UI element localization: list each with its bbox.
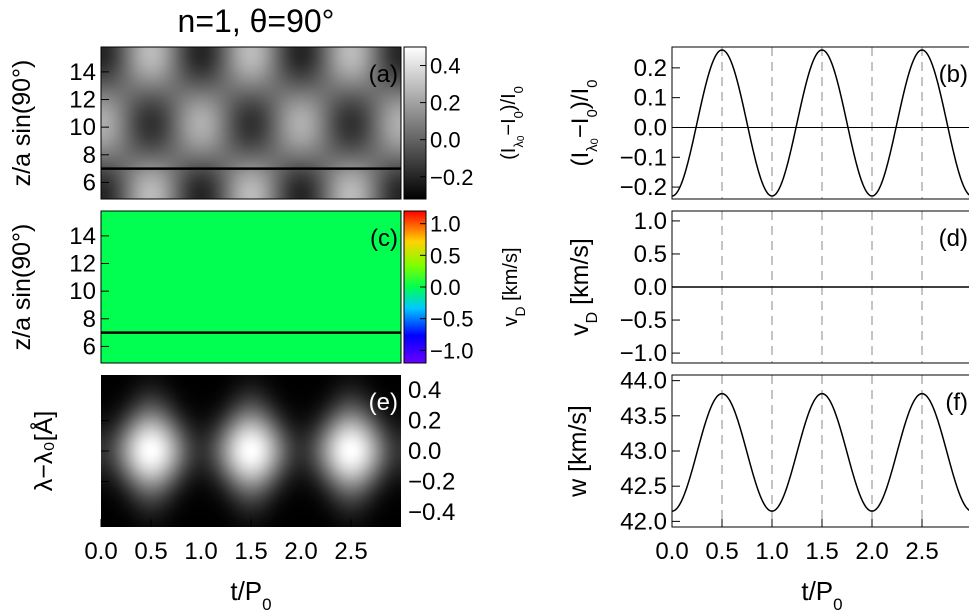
frame-b	[671, 46, 969, 200]
ytick-label-d: 0.0	[634, 274, 667, 301]
xtick-label: 0.5	[134, 538, 167, 565]
vlines-b	[721, 47, 923, 199]
figure-title: n=1, θ=90°	[178, 3, 335, 39]
ytick-label-e: −0.4	[408, 499, 455, 526]
colorbar-label-c: vD [km/s]	[500, 247, 528, 326]
ytick-label-e: 0.0	[408, 438, 441, 465]
ytick-label-f: 43.0	[620, 438, 667, 465]
colorbar-label-a: (Iλ0−I0)/I0	[498, 86, 527, 160]
ytick-label-c: 8	[83, 306, 96, 333]
ytick-label-c: 12	[69, 251, 96, 278]
xaxis-right: 0.0 0.5 1.0 1.5 2.0 2.5	[655, 519, 939, 565]
ytick-label-b: −0.2	[620, 174, 667, 201]
colorbar-tick-label-c: −0.5	[430, 307, 473, 332]
ytick-label-a: 12	[69, 87, 96, 114]
yticks-f: 44.0 43.5 43.0 42.5 42.0	[620, 368, 680, 535]
ytick-label-c: 10	[69, 278, 96, 305]
xtick-label: 1.5	[805, 538, 838, 565]
colorbar-tick-label-c: 0.5	[430, 243, 461, 268]
ylabel-f: w [km/s]	[564, 405, 592, 498]
colorbar-tick-label-c: 0.0	[430, 275, 461, 300]
ytick-label-e: 0.2	[408, 408, 441, 435]
xlabel-right: t/P0	[801, 576, 842, 614]
ytick-label-b: 0.2	[634, 55, 667, 82]
xtick-label: 2.0	[855, 538, 888, 565]
ytick-label-f: 44.0	[620, 368, 667, 395]
colorbar-tick-label-c: −1.0	[430, 338, 473, 363]
ytick-label-b: 0.1	[634, 85, 667, 112]
xtick-label: 0.5	[705, 538, 738, 565]
heatmap-e	[101, 375, 401, 527]
ylabel-b: (Iλ0−I0)/I0	[567, 80, 601, 167]
ytick-label-c: 14	[69, 223, 96, 250]
colorbar-ticks-c: 1.0 0.5 0.0 −0.5 −1.0	[420, 212, 473, 363]
yticks-d: 1.0 0.5 0.0 −0.5 −1.0	[620, 208, 680, 367]
xaxis-left: 0.0 0.5 1.0 1.5 2.0 2.5	[84, 519, 368, 565]
series-line-f	[671, 392, 969, 512]
ylabel-d: vD [km/s]	[566, 238, 601, 336]
ytick-label-a: 10	[69, 114, 96, 141]
ytick-label-f: 42.0	[620, 508, 667, 535]
colorbar-tick-label-a: −0.2	[430, 165, 473, 190]
ytick-label-a: 8	[83, 142, 96, 169]
xtick-label: 2.5	[905, 538, 938, 565]
ytick-label-d: 0.5	[634, 241, 667, 268]
frame-a	[100, 46, 402, 200]
panel-label-d: (d)	[939, 225, 968, 252]
colorbar-tick-label-a: 0.4	[430, 54, 461, 79]
colorbar-tick-label-a: 0.2	[430, 91, 461, 116]
series-line-b	[671, 49, 969, 197]
colorbar-ticks-a: 0.4 0.2 0.0 −0.2	[420, 54, 473, 190]
ylabel-c: z/a sin(90°)	[8, 224, 36, 351]
ytick-label-c: 6	[83, 333, 96, 360]
ytick-label-e: 0.4	[408, 377, 441, 404]
ytick-label-d: −0.5	[620, 307, 667, 334]
ytick-label-d: −1.0	[620, 340, 667, 367]
ytick-label-f: 42.5	[620, 473, 667, 500]
panel-label-c: (c)	[370, 225, 398, 252]
xtick-label: 0.0	[84, 538, 117, 565]
xlabel-left: t/P0	[230, 576, 271, 614]
xtick-label: 2.5	[334, 538, 367, 565]
heatmap-c	[101, 211, 401, 363]
colorbar-a	[403, 46, 427, 200]
panel-b: 0.2 0.10.0 −0.1 −0.2 (b) (Iλ0−I0)/I0	[567, 46, 969, 201]
frame-c	[100, 210, 402, 364]
xtick-label: 1.5	[234, 538, 267, 565]
ytick-label-a: 14	[69, 59, 96, 86]
xtick-label: 1.0	[184, 538, 217, 565]
colorbar-tick-label-a: 0.0	[430, 128, 461, 153]
panel-f: 44.0 43.5 43.0 42.5 42.0 (f) w [km/s]	[564, 368, 969, 535]
xtick-label: 0.0	[655, 538, 688, 565]
ytick-label-a: 6	[83, 169, 96, 196]
heatmap-a	[101, 47, 401, 199]
xtick-label: 1.0	[755, 538, 788, 565]
colorbar-tick-label-c: 1.0	[430, 212, 461, 237]
panel-label-e: (e)	[369, 389, 398, 416]
ytick-label-e: −0.2	[408, 468, 455, 495]
xtick-label: 2.0	[284, 538, 317, 565]
ytick-label-b: −0.1	[620, 144, 667, 171]
panel-label-b: (b)	[939, 61, 968, 88]
yticks-b: 0.2 0.10.0 −0.1 −0.2	[620, 55, 680, 201]
ytick-label-d: 1.0	[634, 208, 667, 235]
ytick-label-f: 43.5	[620, 403, 667, 430]
yticks-e: 0.4 0.2 0.0 −0.2 −0.4	[101, 377, 455, 526]
panel-label-f: (f)	[945, 389, 968, 416]
ytick-label-b: 0.0	[634, 114, 667, 141]
ylabel-a: z/a sin(90°)	[8, 60, 36, 187]
panel-d: 1.0 0.5 0.0 −0.5 −1.0 (d) vD [km/s]	[566, 208, 969, 367]
panel-label-a: (a)	[369, 61, 398, 88]
panel-e: 0.4 0.2 0.0 −0.2 −0.4 (e) λ−λ₀[Å]	[28, 375, 455, 527]
ylabel-e: λ−λ₀[Å]	[28, 411, 58, 492]
vlines-f	[721, 375, 923, 527]
